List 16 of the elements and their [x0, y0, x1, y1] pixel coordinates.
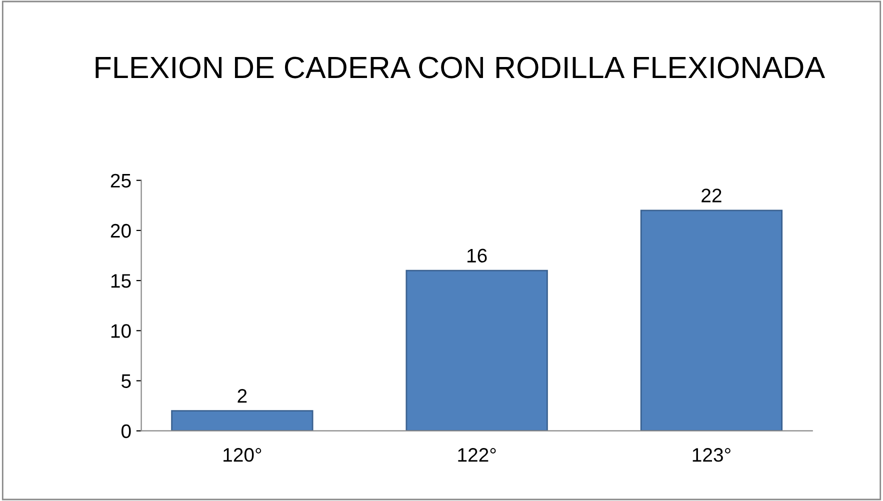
y-tick-label: 0: [122, 424, 131, 438]
x-tick-label: 120°: [224, 448, 262, 462]
bar: [640, 210, 783, 431]
y-tick-label: 25: [110, 174, 131, 188]
y-tick-label: 15: [111, 274, 131, 288]
chart-title: FLEXION DE CADERA CON RODILLA FLEXIONADA: [96, 56, 826, 78]
y-tick-label: 20: [110, 224, 131, 238]
y-tick-label: 10: [111, 324, 131, 338]
data-label: 22: [702, 188, 722, 202]
x-tick-label: 122°: [458, 448, 496, 462]
bar: [406, 270, 548, 431]
data-label: 2: [238, 389, 247, 403]
x-tick-label: 123°: [692, 448, 730, 462]
data-label: 16: [467, 248, 487, 263]
bar: [171, 410, 314, 431]
y-tick-label: 5: [122, 374, 131, 388]
